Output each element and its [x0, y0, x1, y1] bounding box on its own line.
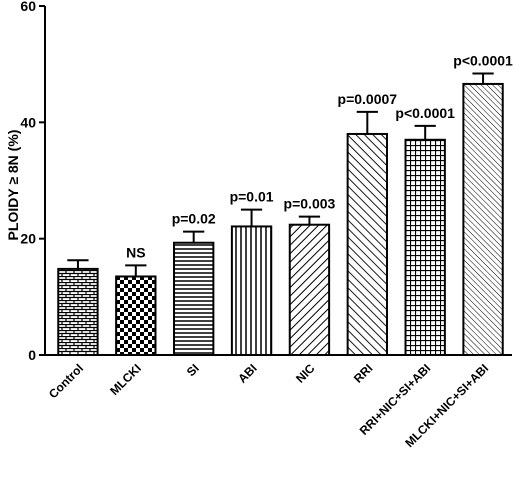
- y-tick-label: 40: [20, 114, 36, 130]
- significance-label: p<0.0001: [453, 52, 513, 68]
- bar-mlcki: [115, 275, 157, 357]
- bar-nic: [288, 223, 331, 356]
- y-tick-label: 20: [20, 231, 36, 247]
- bar-rri-nic-si-abi: [404, 138, 446, 356]
- significance-label: p=0.02: [172, 211, 216, 227]
- bar-si: [173, 241, 215, 356]
- y-axis-label: PLOIDY ≥ 8N (%): [5, 130, 21, 241]
- plot-area: 0 20 40 60 Control NS MLCKI p=0.02 SI p=0.01 ABI p=…: [20, 0, 513, 450]
- x-tick-label: RRI: [351, 361, 376, 386]
- bar-abi: [230, 225, 273, 356]
- x-tick-label: ABI: [235, 361, 260, 386]
- y-tick-label: 60: [20, 0, 36, 14]
- bar-rri: [346, 132, 388, 356]
- significance-label: p<0.0001: [395, 105, 455, 121]
- significance-label: p=0.01: [230, 189, 274, 205]
- significance-label: NS: [126, 244, 145, 260]
- x-tick-label: SI: [184, 361, 202, 379]
- x-tick-label: Control: [46, 361, 86, 401]
- significance-label: p=0.0007: [338, 91, 398, 107]
- bar-mlcki-nic-si-abi: [462, 82, 504, 357]
- x-tick-label: MLCKI: [107, 361, 144, 398]
- x-tick-label: NIC: [293, 361, 318, 386]
- y-tick-label: 0: [28, 347, 36, 363]
- bar-control: [57, 267, 99, 356]
- significance-label: p=0.003: [284, 196, 336, 212]
